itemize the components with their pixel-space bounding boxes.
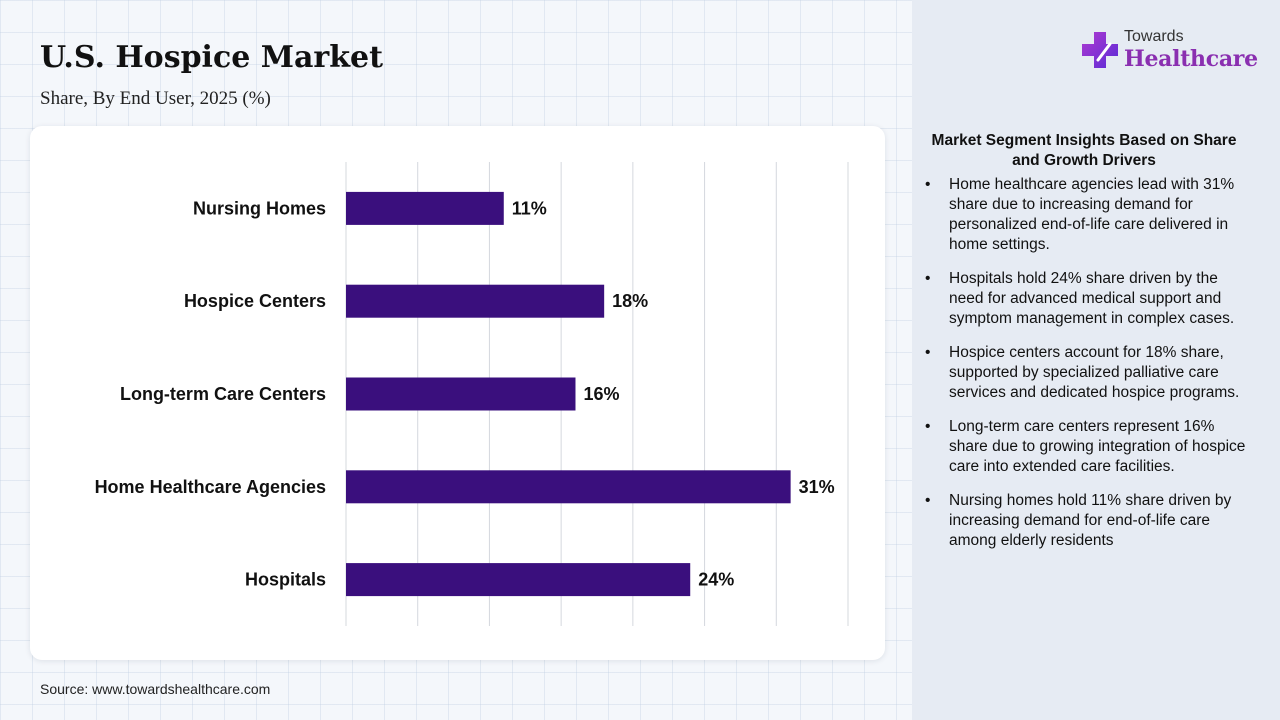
insights-list: • Home healthcare agencies lead with 31% … — [922, 175, 1246, 551]
bullet-icon: • — [925, 176, 931, 193]
insight-text: Hospice centers account for 18% share, s… — [949, 344, 1240, 401]
bullet-icon: • — [925, 492, 931, 509]
bar — [346, 284, 605, 318]
bar — [346, 470, 791, 504]
bullet-icon: • — [925, 344, 931, 361]
category-label: Nursing Homes — [193, 198, 326, 218]
insight-item: • Long-term care centers represent 16% sh… — [922, 417, 1246, 477]
category-label: Long-term Care Centers — [120, 384, 326, 404]
value-label: 11% — [512, 198, 547, 218]
bullet-icon: • — [925, 270, 931, 287]
insights-section: Market Segment Insights Based on Share a… — [922, 131, 1246, 565]
insight-item: • Hospitals hold 24% share driven by the … — [922, 269, 1246, 329]
medical-cross-icon — [1082, 32, 1118, 68]
chart-subtitle: Share, By End User, 2025 (%) — [40, 88, 271, 109]
insights-panel-background — [912, 0, 1280, 720]
value-label: 16% — [583, 384, 619, 404]
bar — [346, 377, 576, 411]
category-label: Hospice Centers — [184, 291, 326, 311]
insight-item: • Hospice centers account for 18% share, … — [922, 343, 1246, 403]
bar — [346, 563, 691, 597]
bar — [346, 191, 504, 225]
insight-item: • Nursing homes hold 11% share driven by … — [922, 491, 1246, 551]
insight-item: • Home healthcare agencies lead with 31% … — [922, 175, 1246, 255]
logo-text-top: Towards — [1124, 28, 1184, 45]
category-label: Hospitals — [245, 570, 326, 590]
insights-title: Market Segment Insights Based on Share a… — [931, 132, 1237, 169]
insight-text: Home healthcare agencies lead with 31% s… — [949, 176, 1235, 253]
logo-text-main: Healthcare — [1124, 46, 1258, 72]
value-label: 24% — [698, 570, 734, 590]
chart-title: U.S. Hospice Market — [40, 40, 383, 75]
brand-logo: Towards Healthcare — [1080, 28, 1260, 78]
value-label: 18% — [612, 291, 648, 311]
chart-card: Nursing Homes 11% Hospice Centers 18% Long-t… — [30, 126, 885, 660]
category-label: Home Healthcare Agencies — [95, 477, 326, 497]
bullet-icon: • — [925, 418, 931, 435]
bar-chart: Nursing Homes 11% Hospice Centers 18% Long-t… — [95, 162, 849, 626]
insight-text: Hospitals hold 24% share driven by the n… — [949, 270, 1235, 327]
value-label: 31% — [799, 477, 835, 497]
insight-text: Nursing homes hold 11% share driven by i… — [949, 492, 1232, 549]
insight-text: Long-term care centers represent 16% sha… — [949, 418, 1246, 475]
source-note: Source: www.towardshealthcare.com — [40, 681, 271, 697]
